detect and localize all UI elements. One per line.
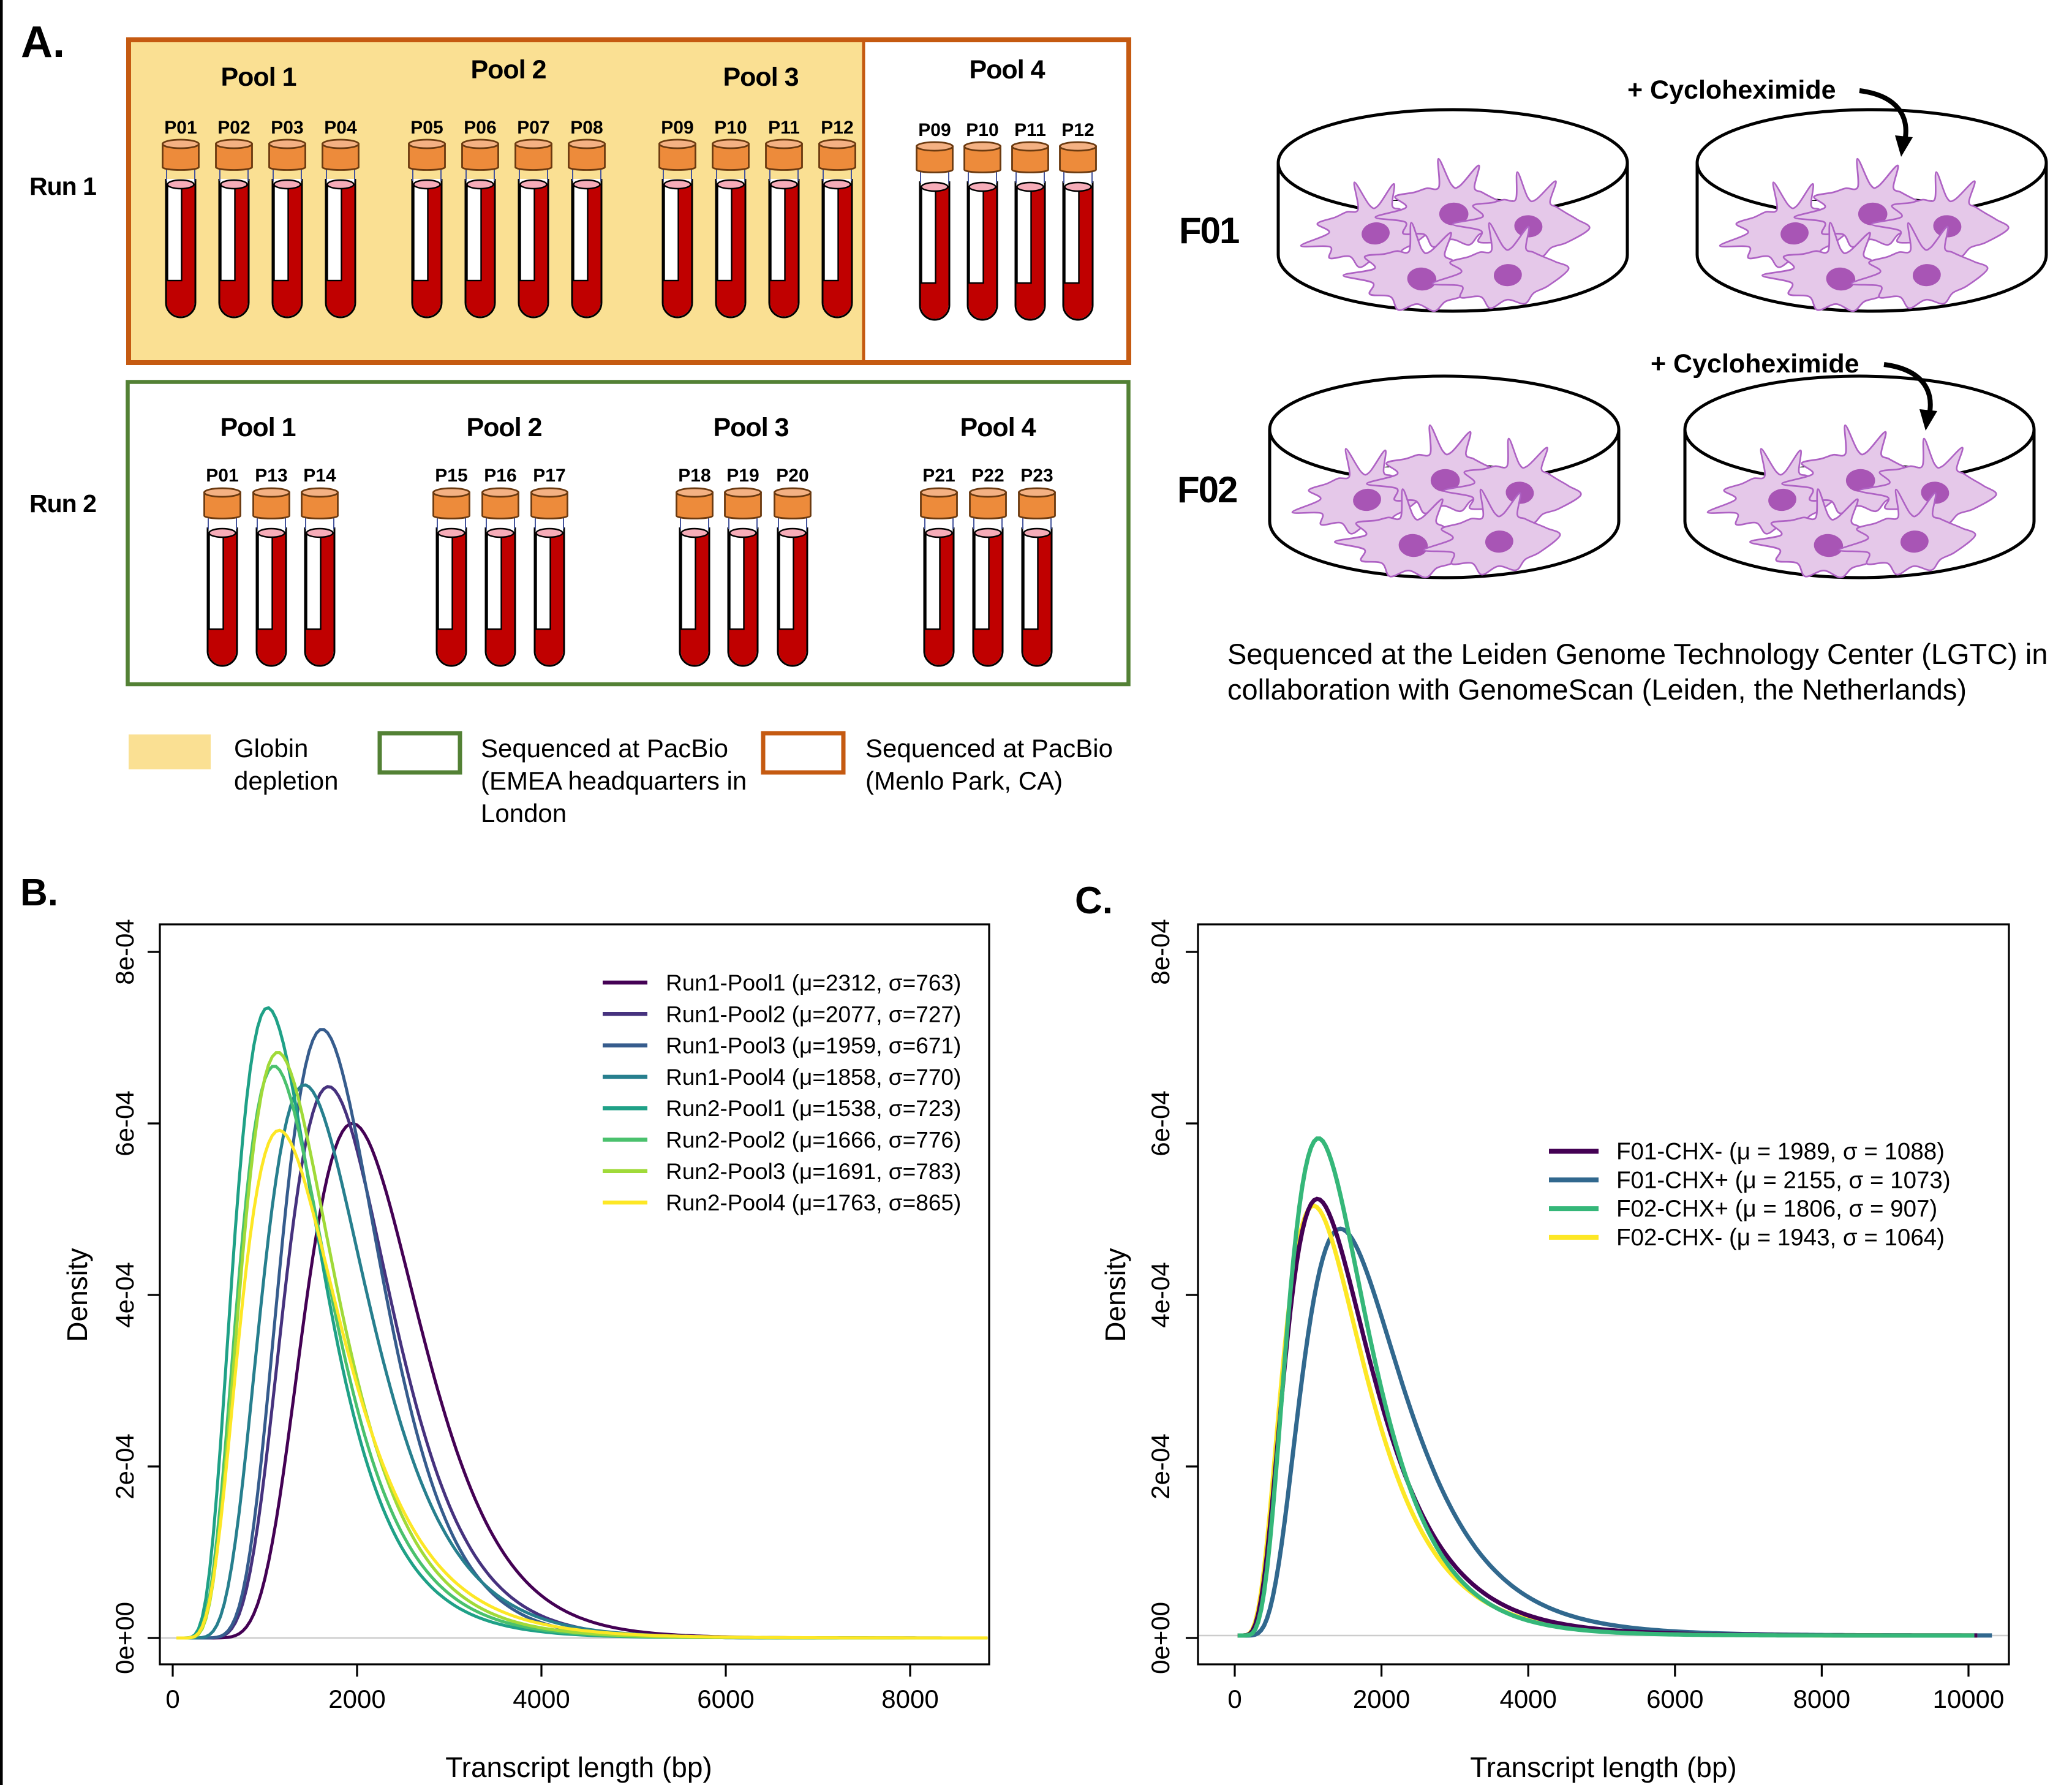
svg-text:0e+00: 0e+00 xyxy=(110,1602,139,1674)
svg-text:P10: P10 xyxy=(714,118,747,138)
svg-text:0: 0 xyxy=(1227,1685,1241,1713)
svg-text:P11: P11 xyxy=(768,118,800,138)
svg-text:2000: 2000 xyxy=(328,1685,385,1713)
svg-text:F02: F02 xyxy=(1177,469,1237,510)
svg-text:P04: P04 xyxy=(324,118,357,138)
svg-text:2e-04: 2e-04 xyxy=(110,1433,139,1499)
svg-text:P03: P03 xyxy=(271,118,303,138)
svg-text:P15: P15 xyxy=(435,466,467,486)
svg-text:Run1-Pool4 (μ=1858, σ=770): Run1-Pool4 (μ=1858, σ=770) xyxy=(666,1065,961,1090)
svg-text:C.: C. xyxy=(1075,880,1113,922)
svg-text:P12: P12 xyxy=(821,118,853,138)
svg-text:B.: B. xyxy=(20,872,58,914)
svg-text:P21: P21 xyxy=(922,466,955,486)
svg-text:Pool 1: Pool 1 xyxy=(220,413,295,442)
svg-text:4000: 4000 xyxy=(1499,1685,1556,1713)
svg-text:P01: P01 xyxy=(164,118,197,138)
svg-text:4e-04: 4e-04 xyxy=(110,1262,139,1327)
svg-text:F01-CHX- (μ = 1989, σ = 1088): F01-CHX- (μ = 1989, σ = 1088) xyxy=(1616,1139,1945,1165)
svg-text:Density: Density xyxy=(1099,1248,1131,1342)
svg-text:F02-CHX+ (μ = 1806, σ = 907): F02-CHX+ (μ = 1806, σ = 907) xyxy=(1616,1196,1937,1222)
svg-text:P14: P14 xyxy=(303,466,336,486)
svg-text:P09: P09 xyxy=(661,118,693,138)
svg-text:Run2-Pool4 (μ=1763, σ=865): Run2-Pool4 (μ=1763, σ=865) xyxy=(666,1190,961,1215)
svg-text:collaboration with GenomeScan: collaboration with GenomeScan (Leiden, t… xyxy=(1227,673,1967,706)
svg-text:Transcript length (bp): Transcript length (bp) xyxy=(445,1751,712,1783)
svg-text:8e-04: 8e-04 xyxy=(110,919,139,984)
svg-text:8000: 8000 xyxy=(881,1685,938,1713)
svg-text:P12: P12 xyxy=(1061,120,1094,140)
svg-text:Sequenced at the Leiden Genome: Sequenced at the Leiden Genome Technolog… xyxy=(1227,638,2048,670)
svg-text:P07: P07 xyxy=(517,118,549,138)
svg-text:P11: P11 xyxy=(1014,120,1046,140)
svg-text:P22: P22 xyxy=(971,466,1004,486)
svg-text:+ Cycloheximide: + Cycloheximide xyxy=(1627,75,1836,105)
svg-text:P13: P13 xyxy=(255,466,287,486)
svg-text:Pool 2: Pool 2 xyxy=(470,55,546,85)
svg-text:F01: F01 xyxy=(1179,210,1239,251)
svg-text:P23: P23 xyxy=(1020,466,1053,486)
svg-text:P20: P20 xyxy=(776,466,808,486)
svg-text:(Menlo Park, CA): (Menlo Park, CA) xyxy=(865,766,1063,795)
svg-text:Run1-Pool1 (μ=2312, σ=763): Run1-Pool1 (μ=2312, σ=763) xyxy=(666,970,961,995)
svg-text:6e-04: 6e-04 xyxy=(110,1090,139,1156)
svg-text:Pool 1: Pool 1 xyxy=(220,62,296,92)
svg-text:6000: 6000 xyxy=(697,1685,754,1713)
svg-text:Sequenced at PacBio: Sequenced at PacBio xyxy=(865,734,1113,763)
svg-text:(EMEA headquarters in: (EMEA headquarters in xyxy=(481,766,747,795)
svg-text:P08: P08 xyxy=(570,118,603,138)
svg-text:Density: Density xyxy=(61,1248,93,1342)
svg-text:8e-04: 8e-04 xyxy=(1146,919,1175,984)
svg-text:Run2-Pool3 (μ=1691, σ=783): Run2-Pool3 (μ=1691, σ=783) xyxy=(666,1159,961,1184)
svg-text:F02-CHX- (μ = 1943, σ = 1064): F02-CHX- (μ = 1943, σ = 1064) xyxy=(1616,1225,1945,1251)
svg-text:P17: P17 xyxy=(533,466,565,486)
svg-text:P19: P19 xyxy=(726,466,759,486)
svg-text:Sequenced at PacBio: Sequenced at PacBio xyxy=(481,734,728,763)
svg-text:A.: A. xyxy=(21,18,65,67)
svg-text:Pool 3: Pool 3 xyxy=(713,413,788,442)
svg-text:8000: 8000 xyxy=(1793,1685,1850,1713)
svg-text:+ Cycloheximide: + Cycloheximide xyxy=(1651,349,1859,379)
svg-text:Run 2: Run 2 xyxy=(29,489,96,518)
svg-text:Run2-Pool1 (μ=1538, σ=723): Run2-Pool1 (μ=1538, σ=723) xyxy=(666,1096,961,1121)
svg-text:P16: P16 xyxy=(484,466,516,486)
svg-text:P01: P01 xyxy=(206,466,238,486)
svg-text:10000: 10000 xyxy=(1933,1685,2005,1713)
svg-text:Pool 3: Pool 3 xyxy=(723,62,798,92)
svg-text:P09: P09 xyxy=(918,120,951,140)
svg-text:Pool 4: Pool 4 xyxy=(969,55,1045,85)
svg-text:0e+00: 0e+00 xyxy=(1146,1602,1175,1674)
svg-text:P02: P02 xyxy=(217,118,250,138)
svg-text:4e-04: 4e-04 xyxy=(1146,1262,1175,1327)
svg-text:P10: P10 xyxy=(966,120,998,140)
svg-text:Pool 4: Pool 4 xyxy=(960,413,1036,442)
svg-text:Pool 2: Pool 2 xyxy=(466,413,541,442)
svg-text:London: London xyxy=(481,799,567,828)
svg-text:6000: 6000 xyxy=(1646,1685,1703,1713)
svg-text:6e-04: 6e-04 xyxy=(1146,1090,1175,1156)
svg-text:P06: P06 xyxy=(464,118,496,138)
svg-text:0: 0 xyxy=(165,1685,179,1713)
svg-text:P18: P18 xyxy=(678,466,710,486)
svg-text:depletion: depletion xyxy=(234,766,338,795)
svg-text:Run 1: Run 1 xyxy=(29,172,96,200)
svg-text:2e-04: 2e-04 xyxy=(1146,1433,1175,1499)
svg-text:4000: 4000 xyxy=(513,1685,570,1713)
svg-text:Transcript length (bp): Transcript length (bp) xyxy=(1470,1751,1736,1783)
svg-text:2000: 2000 xyxy=(1353,1685,1410,1713)
svg-text:F01-CHX+ (μ = 2155, σ = 1073): F01-CHX+ (μ = 2155, σ = 1073) xyxy=(1616,1167,1951,1193)
svg-text:Run2-Pool2 (μ=1666, σ=776): Run2-Pool2 (μ=1666, σ=776) xyxy=(666,1128,961,1153)
svg-text:Run1-Pool2 (μ=2077, σ=727): Run1-Pool2 (μ=2077, σ=727) xyxy=(666,1002,961,1027)
svg-text:P05: P05 xyxy=(410,118,443,138)
svg-text:Globin: Globin xyxy=(234,734,308,763)
svg-text:Run1-Pool3 (μ=1959, σ=671): Run1-Pool3 (μ=1959, σ=671) xyxy=(666,1033,961,1059)
